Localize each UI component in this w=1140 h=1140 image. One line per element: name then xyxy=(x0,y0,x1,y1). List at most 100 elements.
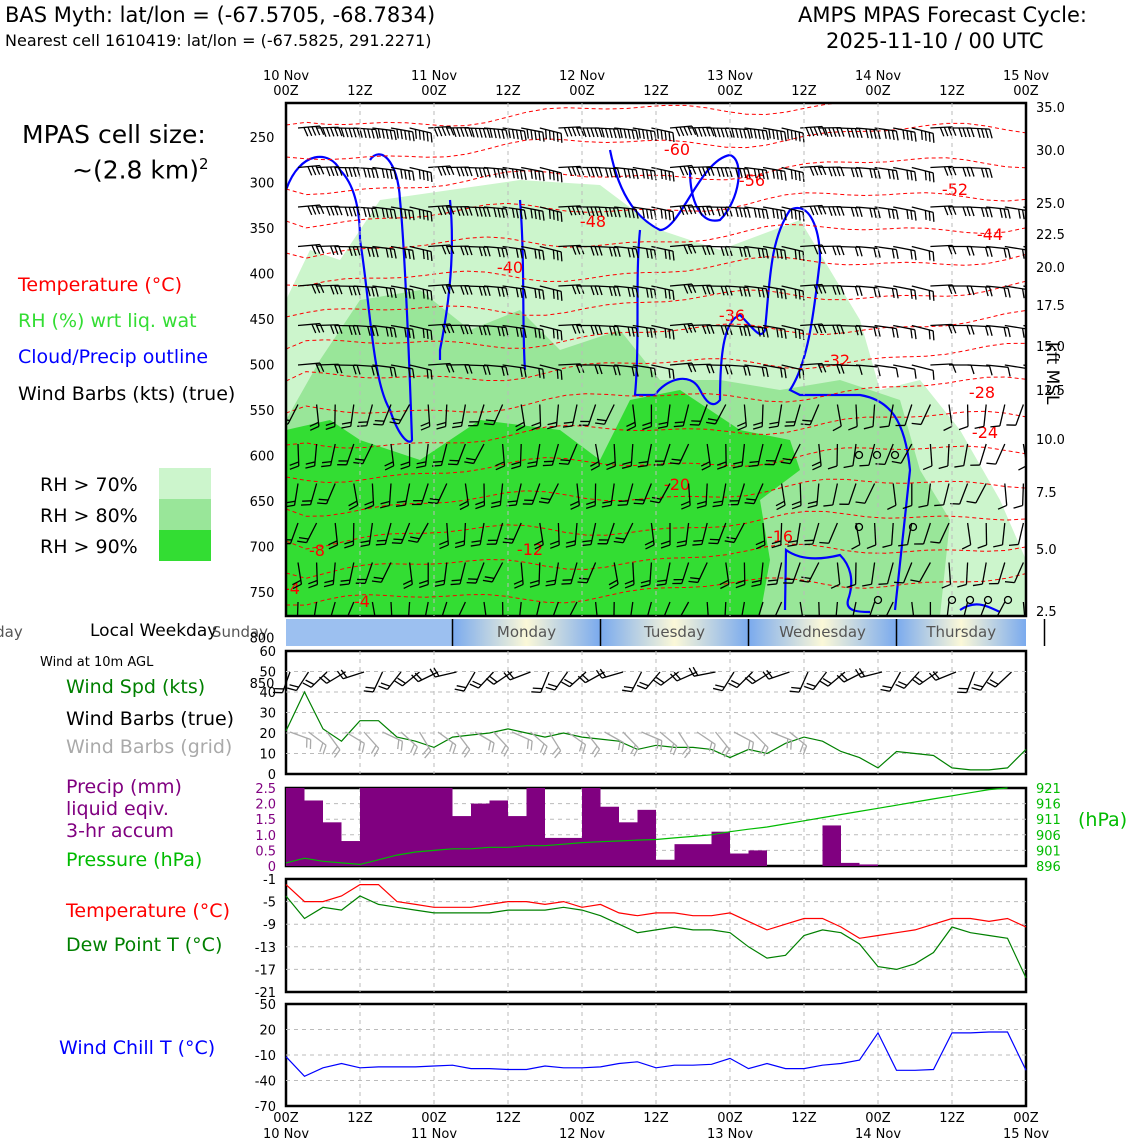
temperature-contour-label: -48 xyxy=(580,212,606,231)
wind-barb-flag xyxy=(356,365,361,375)
wind-barb xyxy=(1001,522,1006,545)
wind-barbs-grid-label: Wind Barbs (grid) xyxy=(66,736,233,758)
height-tick-label: 35.0 xyxy=(1036,101,1065,116)
wind-barb-flag xyxy=(947,126,953,137)
time-tick-top: 00Z xyxy=(421,84,447,99)
wind-barb-flag xyxy=(811,461,821,467)
wind-barb-flag xyxy=(544,129,548,139)
wind-barb-flag xyxy=(321,127,327,137)
wind-barb-flag xyxy=(436,425,446,430)
height-tick-label: 10.0 xyxy=(1036,433,1065,448)
wind-barb-flag xyxy=(895,288,899,299)
wind-barb-flag xyxy=(371,129,375,139)
wind-barb-flag xyxy=(308,583,318,589)
wind10m-barb-grid-flag xyxy=(593,748,601,758)
wind-barb-flag xyxy=(590,285,595,296)
wind-barb-flag xyxy=(502,541,513,544)
wind-barb-flag xyxy=(1041,329,1042,338)
wind-barb-flag xyxy=(571,245,577,255)
wind-barb-flag xyxy=(817,244,823,255)
calm-wind-marker xyxy=(908,522,918,532)
wind-barb-flag xyxy=(344,540,354,545)
wind-barb-flag xyxy=(701,465,711,471)
wind-barb-flag xyxy=(482,365,487,375)
wind-barb-flag xyxy=(928,250,931,261)
wind-barb xyxy=(848,483,857,505)
wind-barb-flag xyxy=(895,367,899,378)
time-tick-top: 12Z xyxy=(643,84,669,99)
wind-barb-flag xyxy=(1003,248,1007,258)
wind-barb-flag xyxy=(311,126,317,136)
wind-barb-flag xyxy=(668,289,671,300)
wind-barb-flag xyxy=(883,129,887,139)
wind-barb-flag xyxy=(459,500,469,507)
wind-barb-flag xyxy=(761,169,765,180)
wind-barb-flag xyxy=(640,579,651,584)
wind-barb-flag xyxy=(542,290,545,300)
wind-barb xyxy=(868,443,876,466)
windchill-tick-label: 20 xyxy=(259,1024,276,1039)
wind10m-barb-true-flag xyxy=(485,678,495,685)
tempdew-tick-label: -5 xyxy=(263,896,276,911)
wind-barb-flag xyxy=(608,247,613,257)
wind-barb xyxy=(1017,522,1025,545)
wind-barb xyxy=(981,562,987,585)
wind-barb-flag xyxy=(813,245,819,255)
time-tick-top: 12Z xyxy=(495,84,521,99)
wind-barb-flag xyxy=(932,330,935,341)
wind-barb-flag xyxy=(311,284,317,294)
wind-barb-flag xyxy=(468,245,473,256)
wind-barb-flag xyxy=(389,248,393,259)
wind-barb-flag xyxy=(693,127,699,137)
calm-wind-marker xyxy=(947,595,957,605)
wind-barb-flag xyxy=(329,166,335,177)
wind-barb-flag xyxy=(943,127,949,137)
wind-barb-flag xyxy=(664,170,667,180)
wind-barb-flag xyxy=(1041,211,1042,220)
wind-barb-flag xyxy=(753,168,757,179)
wind10m-barb-true xyxy=(554,671,569,691)
wind-barb-flag xyxy=(325,206,331,216)
wind10m-barb-true-flag xyxy=(973,683,984,688)
wind10m-barb-true xyxy=(342,671,365,680)
wind-barb-flag xyxy=(391,542,402,545)
wind-barb-flag xyxy=(375,366,379,376)
time-tick-bottom: 12Z xyxy=(939,1111,965,1126)
wind-barb-flag xyxy=(380,504,390,509)
wind-barb-flag xyxy=(850,128,855,138)
wind-barb-flag xyxy=(571,285,577,295)
wind-barb-flag xyxy=(315,284,321,294)
wind-barb-flag xyxy=(791,504,802,510)
wind-barb-flag xyxy=(914,250,917,261)
calm-wind-marker xyxy=(983,595,993,605)
wind-barb-flag xyxy=(705,324,711,334)
wind-barb xyxy=(929,443,933,466)
forecast-cycle-time: 2025-11-10 / 00 UTC xyxy=(826,29,1044,53)
wind-barb-flag xyxy=(348,167,353,177)
wind-barb-flag xyxy=(404,209,407,219)
wind10m-barb-grid-flag xyxy=(617,740,621,751)
precip-bar xyxy=(859,864,878,866)
wind-barb-flag xyxy=(418,209,421,219)
wind-barb-flag xyxy=(747,287,751,297)
wind-barb-flag xyxy=(575,205,581,216)
wind-barb-flag xyxy=(720,128,725,138)
wind-barb-flag xyxy=(836,245,841,256)
wind-barb-flag xyxy=(598,364,603,375)
wind-barb-flag xyxy=(569,500,580,506)
wind-barb-flag xyxy=(1021,209,1025,220)
wind-barb-flag xyxy=(836,324,841,335)
wind-barb-flag xyxy=(747,129,751,139)
wind-barb xyxy=(458,601,466,616)
pressure-tick-label: 250 xyxy=(250,131,275,146)
wind-barb-flag xyxy=(371,168,375,179)
wind-barb-flag xyxy=(873,168,877,179)
wind-barb-flag xyxy=(846,583,856,588)
wind-barb-flag xyxy=(315,165,321,175)
wind-barb-flag xyxy=(418,130,421,140)
wind-barb-flag xyxy=(765,130,769,141)
wind-barb-flag xyxy=(1007,367,1011,377)
wind-barb-flag xyxy=(363,207,367,218)
wind-barb-flag xyxy=(724,325,729,336)
wind-barb-flag xyxy=(993,544,1003,548)
